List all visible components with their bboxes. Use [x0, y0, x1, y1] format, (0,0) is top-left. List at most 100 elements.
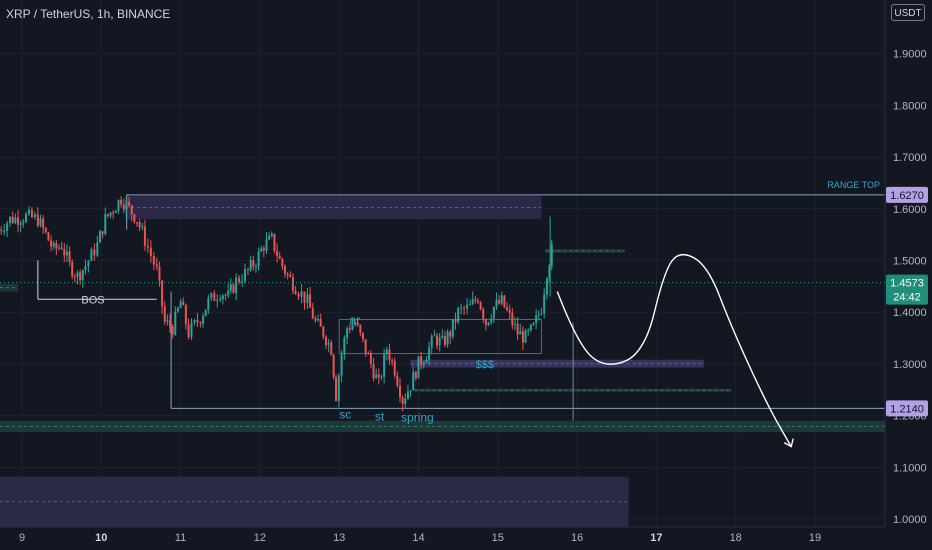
candle-body	[513, 323, 516, 325]
candle-body	[44, 227, 47, 233]
candle-body	[81, 270, 84, 281]
candle-body	[42, 218, 45, 228]
candle-body	[529, 324, 532, 331]
candle-body	[425, 359, 428, 363]
candle-body	[343, 337, 346, 355]
candle-body	[52, 243, 55, 247]
candle-body	[117, 199, 120, 211]
candle-body	[58, 247, 61, 249]
x-tick-label: 14	[412, 532, 424, 544]
candle-body	[229, 284, 232, 291]
bar-countdown: 24:42	[893, 292, 921, 304]
candle-body	[457, 308, 460, 322]
candle-body	[482, 309, 485, 320]
candle-body	[337, 375, 340, 401]
y-tick-label: 1.0000	[893, 514, 927, 526]
candle-body	[47, 232, 50, 241]
candle-body	[396, 375, 399, 386]
y-tick-label: 1.3000	[893, 359, 927, 371]
candle-body	[388, 349, 391, 361]
y-tick-label: 1.6000	[893, 204, 927, 216]
candle-body	[524, 330, 527, 343]
candle-body	[101, 231, 104, 235]
candle-body	[385, 349, 388, 355]
candle-body	[278, 255, 281, 259]
candle-body	[174, 311, 177, 335]
candle-body	[314, 318, 317, 321]
candle-body	[260, 248, 263, 252]
y-tick-label: 1.9000	[893, 49, 927, 61]
range-top-caption: RANGE TOP	[827, 180, 880, 190]
candle-body	[179, 301, 182, 308]
candle-body	[484, 319, 487, 326]
candle-body	[346, 328, 349, 338]
candle-body	[71, 261, 74, 277]
symbol-title[interactable]: XRP / TetherUS, 1h, BINANCE	[6, 7, 171, 21]
candle-body	[76, 272, 79, 277]
candle-body	[207, 298, 210, 310]
candle-body	[276, 250, 279, 256]
candle-body	[244, 268, 247, 282]
currency-badge[interactable]: USDT	[891, 4, 925, 21]
candle-body	[184, 305, 187, 325]
candle-body	[543, 294, 546, 314]
y-tick-label: 1.5000	[893, 256, 927, 268]
candle-body	[406, 391, 409, 399]
candle-body	[114, 210, 117, 213]
candle-body	[68, 251, 71, 262]
candle-body	[109, 212, 112, 216]
candle-body	[104, 214, 107, 235]
candle-body	[0, 229, 3, 231]
candle-body	[268, 235, 271, 240]
candle-body	[130, 205, 133, 215]
candle-body	[476, 300, 479, 303]
y-tick-label: 1.4000	[893, 307, 927, 319]
candle-body	[446, 331, 449, 345]
candle-body	[550, 243, 553, 267]
range-top-value: 1.6270	[890, 190, 924, 202]
candle-body	[401, 397, 404, 404]
x-tick-label: 13	[333, 532, 345, 544]
candle-body	[319, 319, 322, 327]
candle-body	[252, 260, 255, 267]
candle-body	[247, 268, 250, 270]
candle-body	[161, 280, 164, 307]
x-tick-label: 16	[571, 532, 583, 544]
candle-body	[190, 322, 193, 338]
candle-body	[490, 318, 493, 323]
candle-body	[152, 255, 155, 265]
candle-body	[60, 247, 63, 250]
st-label: st	[375, 409, 385, 423]
candle-body	[73, 276, 76, 278]
candle-body	[511, 312, 514, 325]
candle-body	[361, 332, 364, 340]
candle-body	[548, 266, 551, 279]
candle-body	[227, 290, 230, 296]
candle-body	[79, 272, 82, 281]
candle-body	[309, 294, 312, 308]
candle-body	[474, 299, 477, 301]
zone-demand	[0, 420, 885, 433]
candle-body	[199, 322, 202, 324]
ar-box	[338, 318, 542, 355]
candle-body	[351, 324, 354, 330]
candle-body	[460, 307, 463, 309]
candle-body	[166, 320, 169, 322]
candle-body	[503, 295, 506, 308]
candle-body	[537, 314, 540, 316]
candle-body	[332, 354, 335, 378]
candle-body	[500, 295, 503, 304]
candle-body	[327, 342, 330, 345]
candle-body	[106, 214, 109, 216]
candle-body	[284, 266, 287, 274]
candle-body	[545, 278, 548, 295]
candle-body	[471, 299, 474, 305]
candle-body	[257, 251, 260, 267]
candle-body	[193, 320, 196, 323]
x-tick-label: 17	[650, 532, 662, 544]
x-tick-label: 11	[175, 532, 186, 544]
candle-body	[409, 390, 412, 392]
candle-body	[93, 249, 96, 256]
candle-body	[235, 277, 238, 293]
